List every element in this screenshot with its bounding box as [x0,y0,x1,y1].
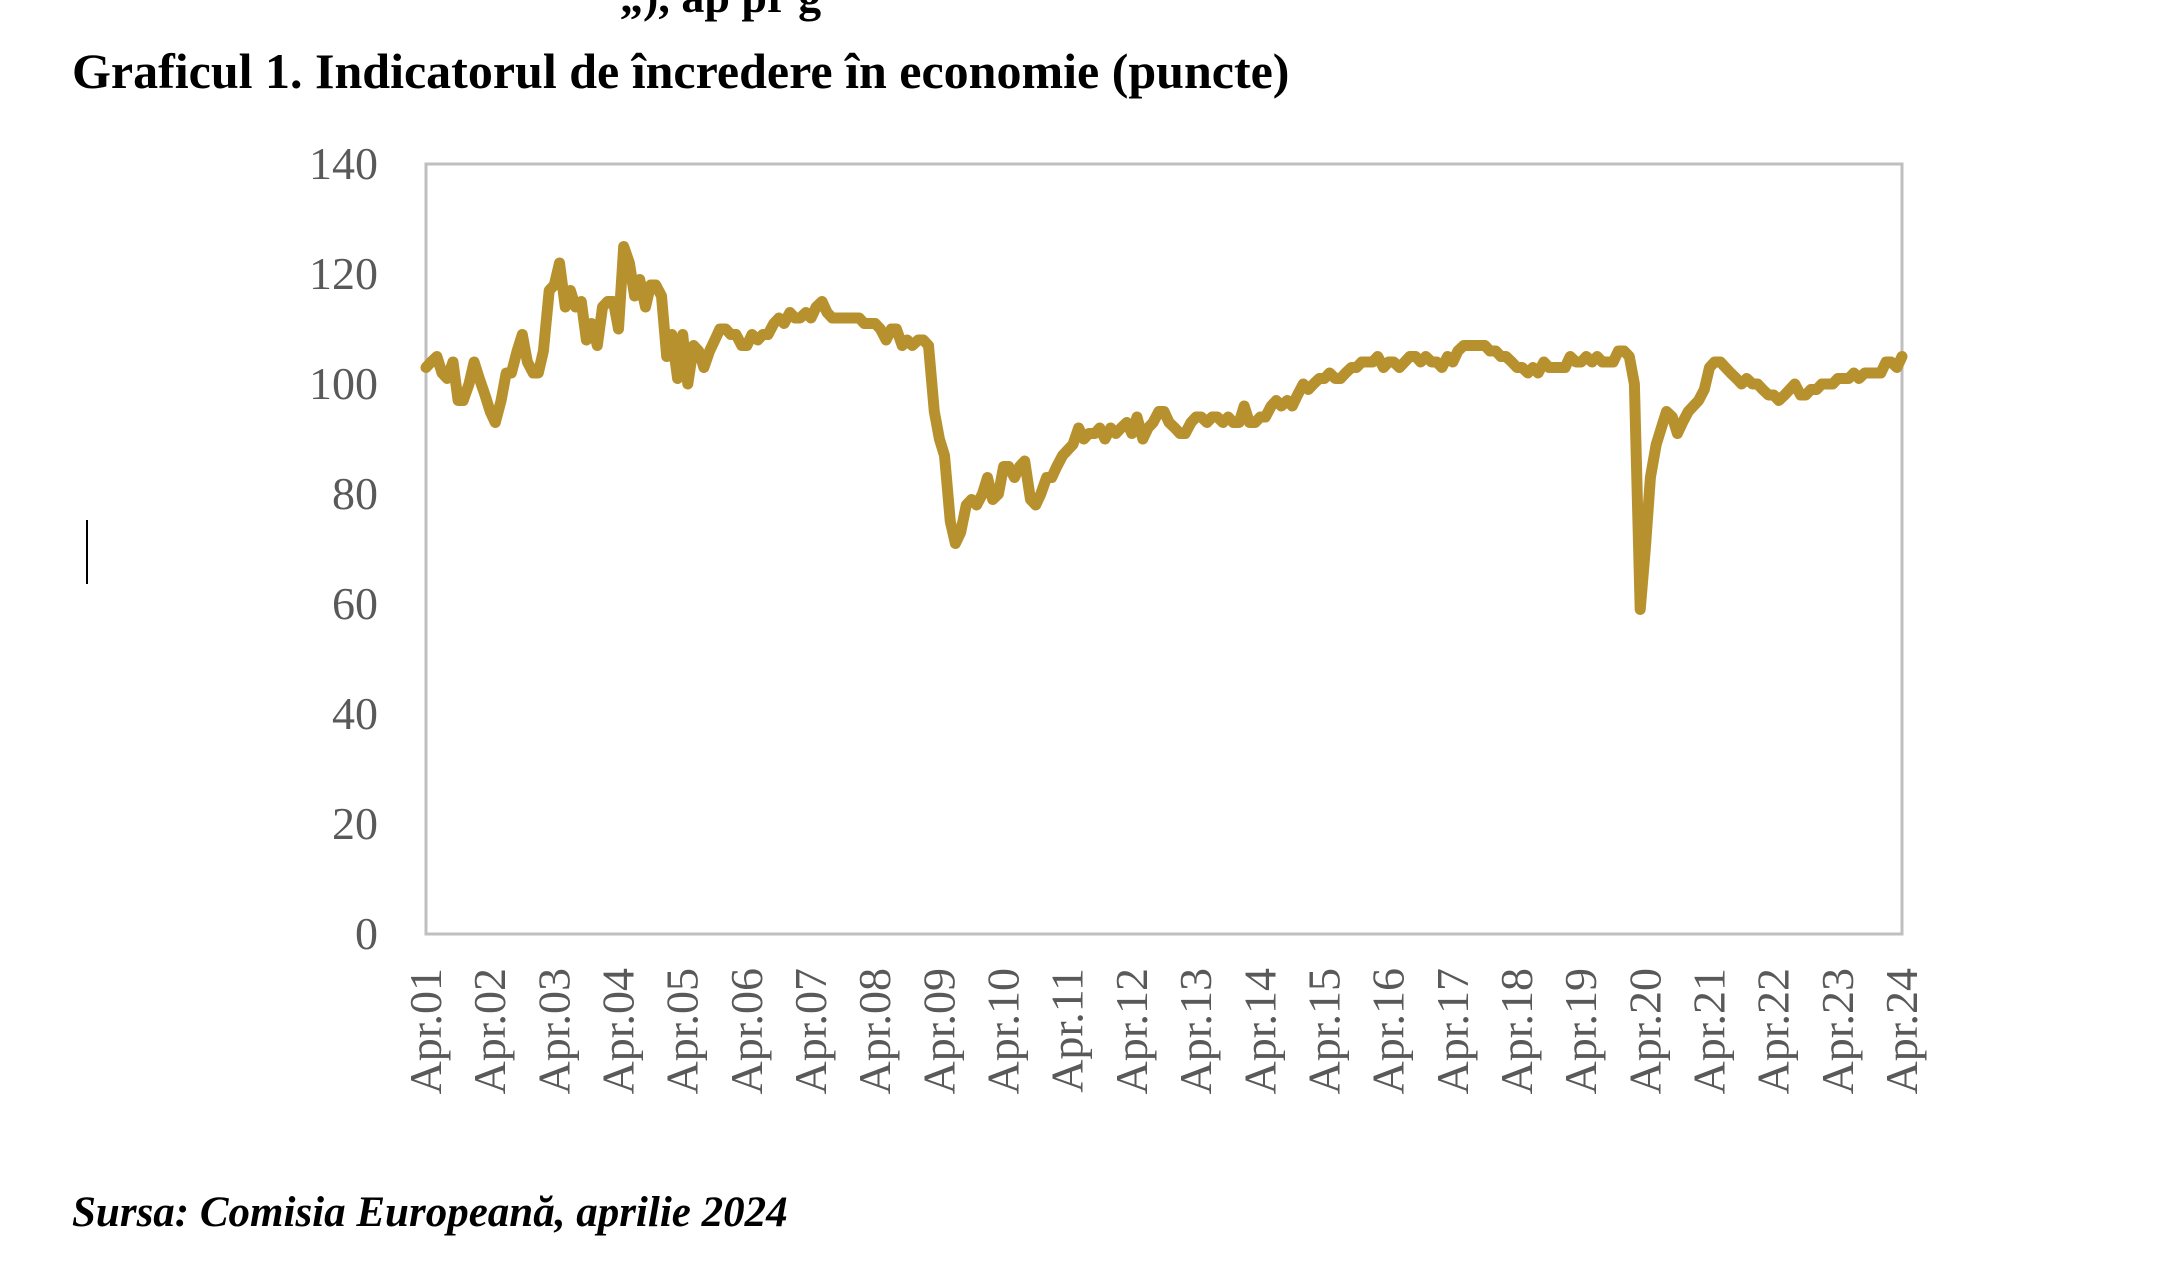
x-tick-label: Apr.18 [1491,968,1542,1095]
y-axis-ticks: 0 20 40 60 80 100 120 140 [309,138,378,959]
x-tick-label: Apr.22 [1748,968,1799,1095]
x-tick-label: Apr.20 [1619,968,1670,1095]
x-tick-label: Apr.02 [464,968,515,1095]
x-tick-label: Apr.03 [528,968,579,1095]
x-tick-label: Apr.06 [721,968,772,1095]
x-tick-label: Apr.24 [1876,968,1927,1095]
y-tick-label: 80 [332,468,378,519]
x-tick-label: Apr.23 [1812,968,1863,1095]
y-tick-label: 20 [332,798,378,849]
y-tick-label: 60 [332,578,378,629]
y-tick-label: 120 [309,248,378,299]
x-tick-label: Apr.05 [657,968,708,1095]
x-tick-label: Apr.16 [1363,968,1414,1095]
y-tick-label: 100 [309,358,378,409]
source-note: Sursa: Comisia Europeană, aprilie 2024 [72,1189,788,1236]
y-tick-label: 140 [309,138,378,189]
x-tick-label: Apr.13 [1170,968,1221,1095]
plot-frame [424,162,1904,936]
x-axis-ticks: Apr.01 Apr.02 Apr.03 Apr.04 Apr.05 Apr.06 Apr.… [400,968,1927,1095]
x-tick-label: Apr.14 [1234,968,1285,1095]
x-tick-label: Apr.12 [1106,968,1157,1095]
series-line [420,241,1908,615]
x-tick-label: Apr.07 [785,968,836,1095]
x-tick-label: Apr.11 [1042,968,1093,1093]
x-tick-label: Apr.15 [1298,968,1349,1095]
x-tick-label: Apr.08 [849,968,900,1095]
text-cursor-mark [86,520,88,584]
top-text-fragment: „), ap pr g [620,0,821,23]
x-tick-label: Apr.04 [593,968,644,1095]
x-tick-label: Apr.21 [1683,968,1734,1095]
x-tick-label: Apr.10 [978,968,1029,1095]
x-tick-label: Apr.19 [1555,968,1606,1095]
x-tick-label: Apr.09 [913,968,964,1095]
x-tick-label: Apr.17 [1427,968,1478,1095]
chart-title: Graficul 1. Indicatorul de încredere în … [72,43,1290,99]
y-tick-label: 0 [355,908,378,959]
x-tick-label: Apr.01 [400,968,451,1095]
y-tick-label: 40 [332,688,378,739]
